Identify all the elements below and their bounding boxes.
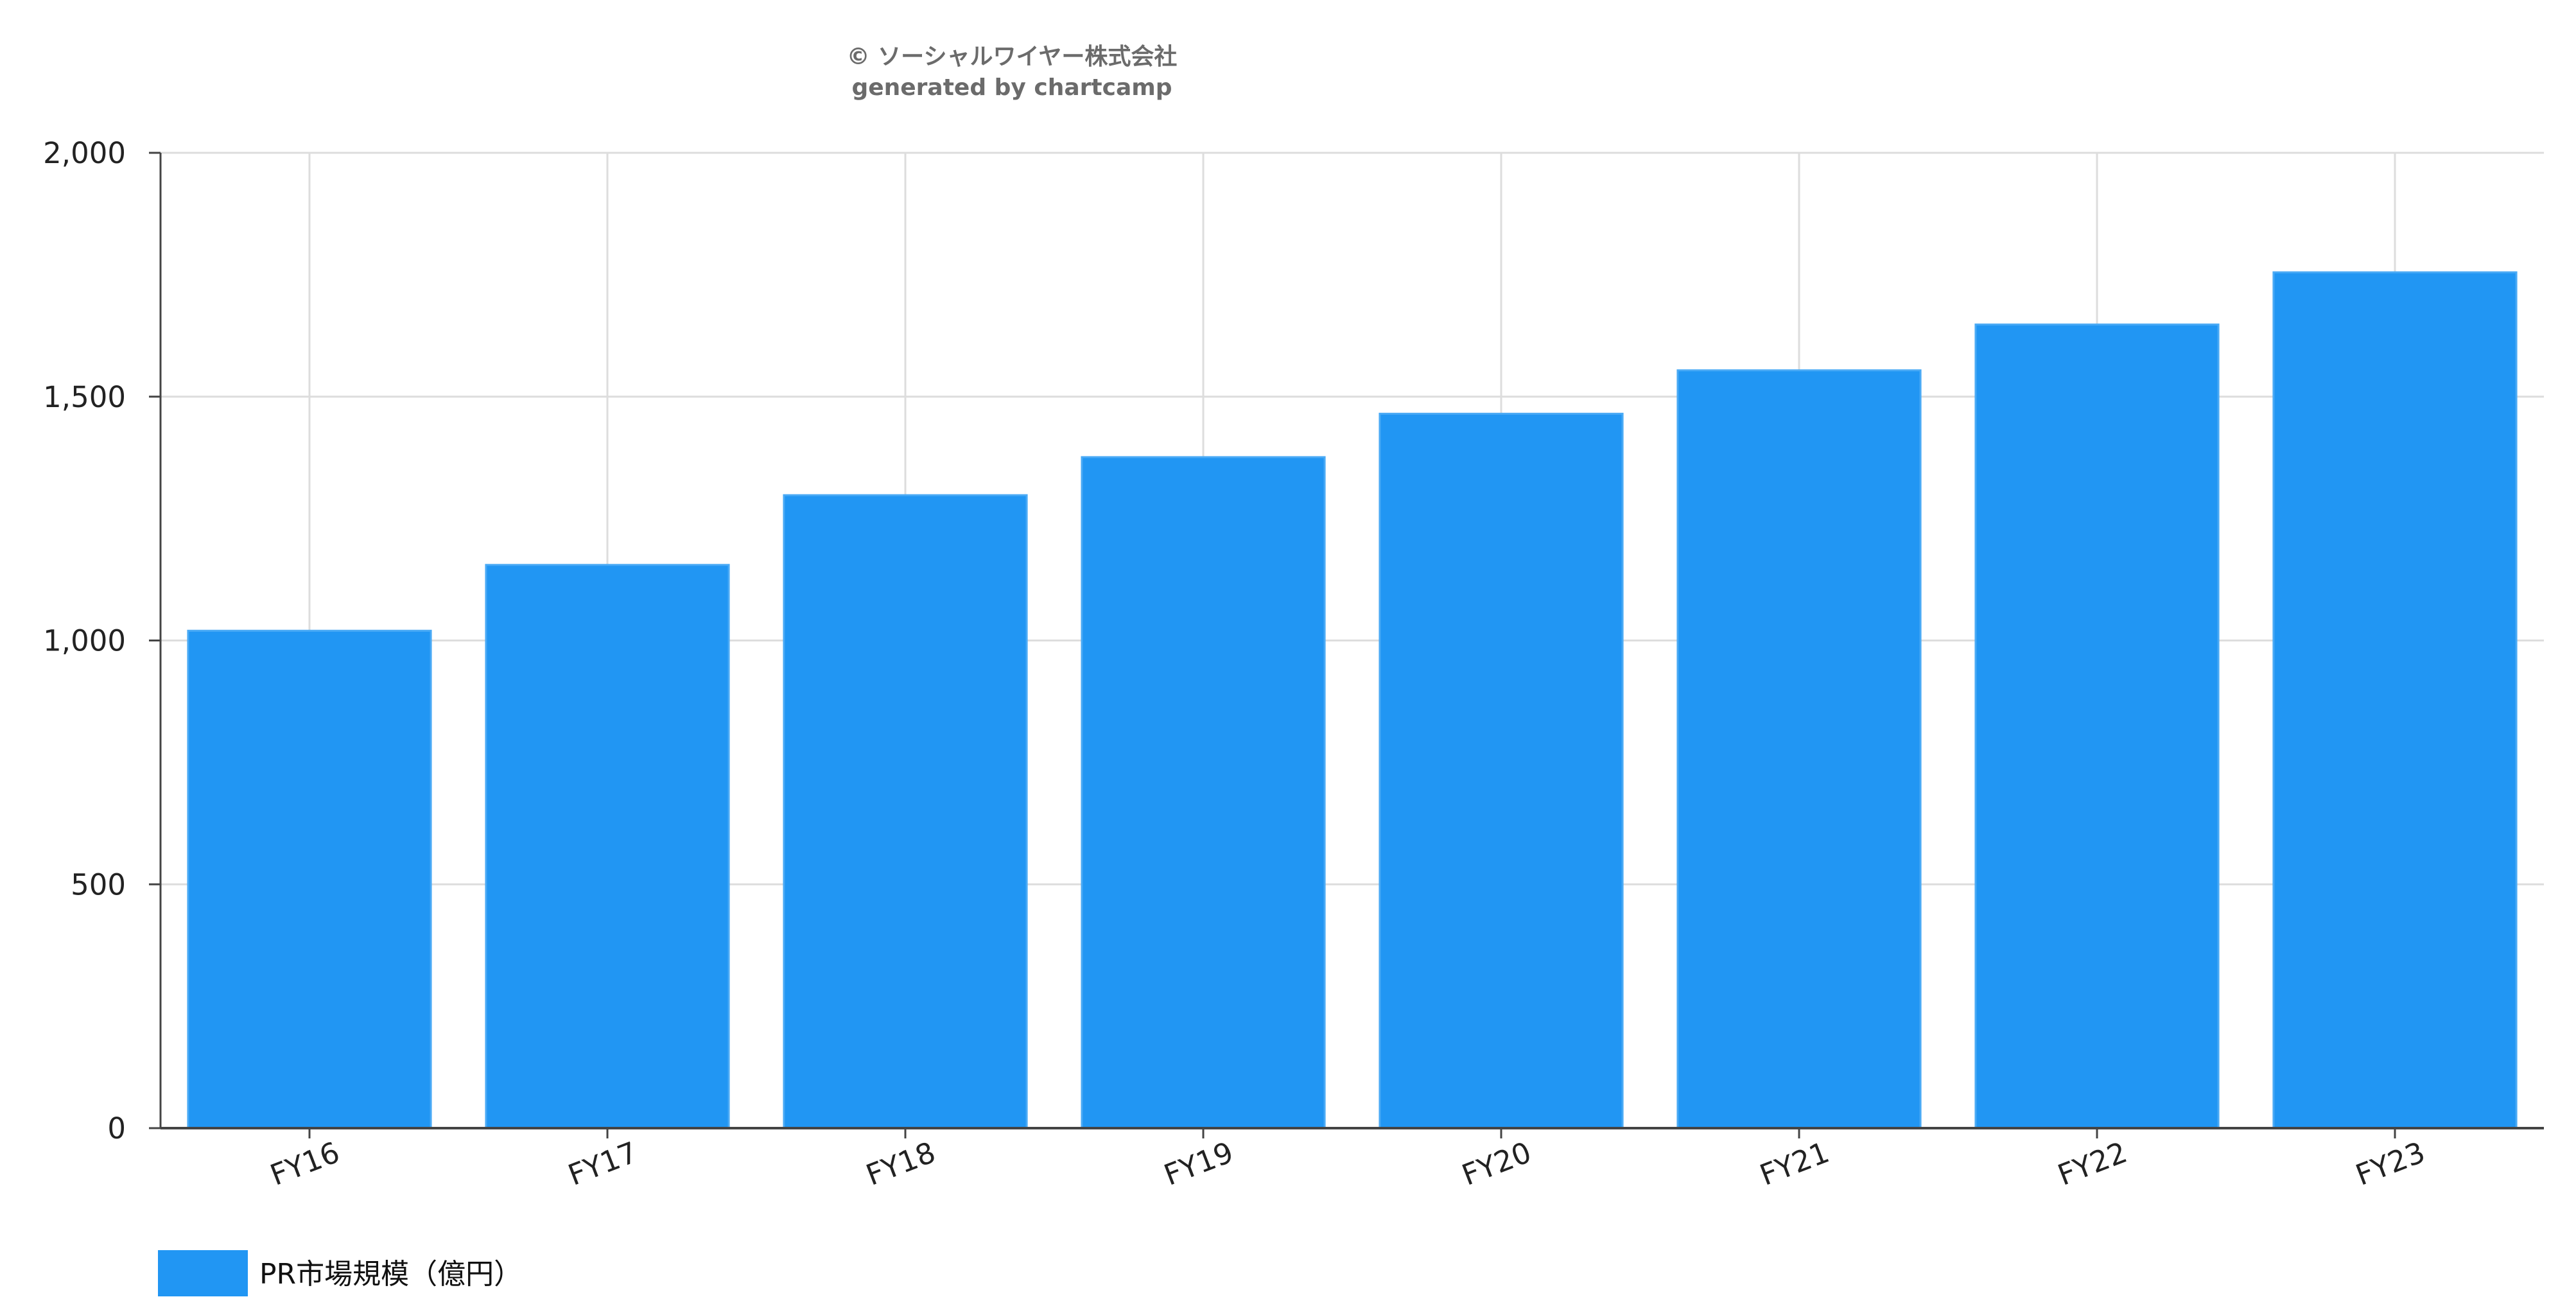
- bar-fy19: [1081, 456, 1326, 1129]
- axes: [149, 152, 2544, 1138]
- x-tick-label-fy22: FY22: [2053, 1135, 2132, 1192]
- x-tick-label-fy20: FY20: [1458, 1135, 1536, 1192]
- bar-fy17: [485, 564, 730, 1129]
- x-tick-label-fy18: FY18: [862, 1135, 940, 1192]
- x-tick-label-fy21: FY21: [1755, 1135, 1834, 1192]
- y-tick-label-4: 2,000: [43, 136, 126, 170]
- legend-label: PR市場規模（億円）: [259, 1258, 522, 1291]
- y-tick-labels: 0 500 1,000 1,500 2,000: [43, 136, 126, 1145]
- bar-fy20: [1379, 412, 1624, 1129]
- y-tick-label-3: 1,500: [43, 380, 126, 414]
- bar-fy22: [1974, 323, 2220, 1129]
- bar-fy16: [187, 629, 432, 1129]
- credit-line-2: generated by chartcamp: [851, 74, 1172, 101]
- bar-fy21: [1676, 369, 1922, 1129]
- legend: PR市場規模（億円）: [158, 1250, 522, 1296]
- bars: [187, 271, 2518, 1129]
- bar-fy18: [783, 494, 1028, 1129]
- x-tick-label-fy23: FY23: [2351, 1135, 2430, 1192]
- credit-line-1: © ソーシャルワイヤー株式会社: [847, 44, 1178, 70]
- x-tick-label-fy19: FY19: [1160, 1135, 1238, 1192]
- y-tick-label-2: 1,000: [43, 624, 126, 658]
- y-tick-label-1: 500: [71, 867, 126, 901]
- x-tick-label-fy16: FY16: [266, 1135, 344, 1192]
- y-tick-label-0: 0: [107, 1111, 126, 1145]
- bar-fy23: [2272, 271, 2518, 1129]
- legend-swatch: [158, 1250, 248, 1296]
- x-tick-labels: FY16 FY17 FY18 FY19 FY20 FY21 FY22 FY23: [266, 1135, 2430, 1192]
- x-tick-label-fy17: FY17: [564, 1135, 642, 1192]
